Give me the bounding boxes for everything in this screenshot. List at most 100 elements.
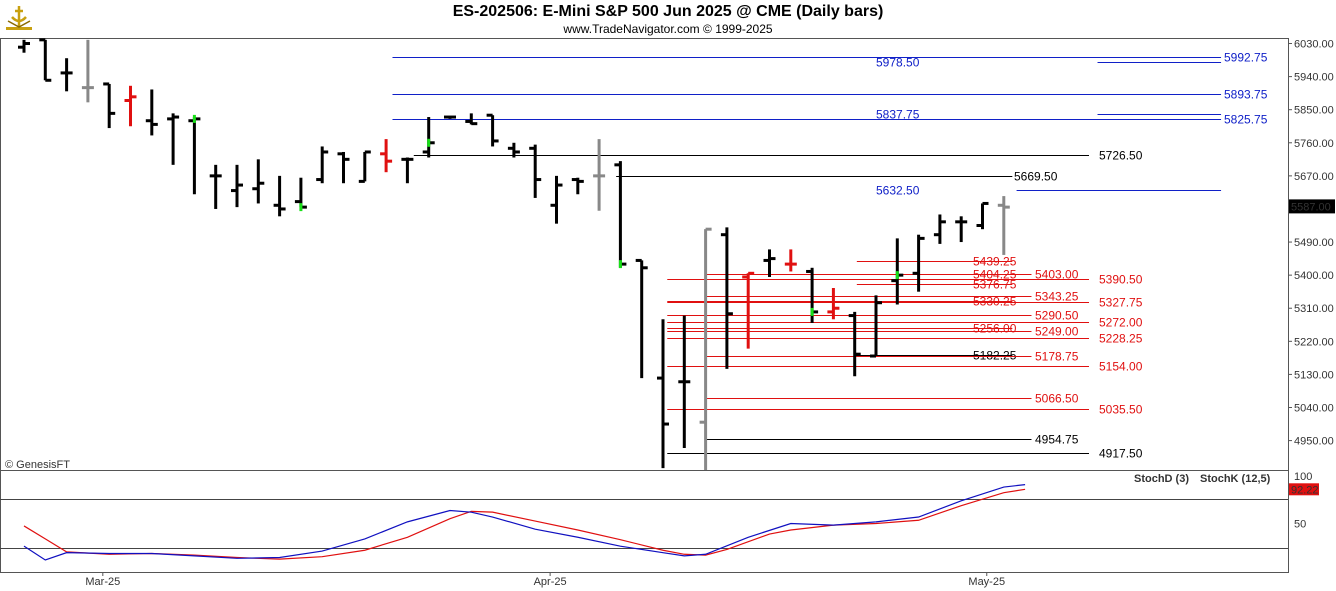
level-label: 5978.50 xyxy=(876,56,920,70)
level-label: 5390.50 xyxy=(1099,273,1143,287)
chart-frame xyxy=(0,38,1289,573)
ohlc-bar xyxy=(81,39,94,103)
y-tick-label: 5850.00 xyxy=(1294,105,1334,117)
level-label: 5669.50 xyxy=(1014,170,1058,184)
level-label: 5228.25 xyxy=(1099,332,1143,346)
ohlc-bar xyxy=(614,161,627,269)
ohlc-bar xyxy=(507,142,520,158)
level-label: 5178.75 xyxy=(1035,350,1079,364)
ohlc-bar xyxy=(422,117,435,158)
ohlc-bar xyxy=(763,249,776,277)
stochastic-panel: 50 100 StochD (3) StochK (12,5) 92.22 xyxy=(0,471,1319,561)
level-label: 5825.75 xyxy=(1224,113,1268,127)
y-tick-label: 5040.00 xyxy=(1294,402,1334,414)
chart-subtitle: www.TradeNavigator.com © 1999-2025 xyxy=(563,22,773,36)
ohlc-bar xyxy=(806,267,819,323)
ohlc-bar xyxy=(273,175,286,217)
legend-stochk: StochK (12,5) xyxy=(1200,473,1271,485)
level-label: 5154.00 xyxy=(1099,360,1143,374)
ohlc-bar xyxy=(465,113,478,126)
ohlc-bar xyxy=(529,144,542,198)
level-label: 4917.50 xyxy=(1099,447,1143,461)
y-tick-label: 5670.00 xyxy=(1294,171,1334,183)
level-label: 5290.50 xyxy=(1035,309,1079,323)
x-tick-label: May-25 xyxy=(968,576,1005,588)
y-tick-label: 5310.00 xyxy=(1294,303,1334,315)
ohlc-bar xyxy=(380,139,393,173)
chart-header: ES-202506: E-Mini S&P 500 Jun 2025 @ CME… xyxy=(0,0,1336,38)
ohlc-bar xyxy=(167,113,180,165)
stoch-top-label: 100 xyxy=(1294,471,1312,483)
y-tick-label: 5490.00 xyxy=(1294,237,1334,249)
axis-ticks: 6030.005940.005850.005760.005670.005580.… xyxy=(85,39,1333,588)
ohlc-bar xyxy=(699,227,712,470)
ohlc-bar xyxy=(571,177,584,195)
ohlc-bar xyxy=(593,139,606,211)
ohlc-bar xyxy=(997,196,1010,255)
last-price-label: 5587.00 xyxy=(1291,201,1331,213)
watermark-text: © GenesisFT xyxy=(5,459,70,471)
level-label: 5327.75 xyxy=(1099,296,1143,310)
level-label: 5403.00 xyxy=(1035,268,1079,282)
y-tick-label: 5220.00 xyxy=(1294,336,1334,348)
stoch-last-label: 92.22 xyxy=(1291,484,1319,496)
chart-title: ES-202506: E-Mini S&P 500 Jun 2025 @ CME… xyxy=(452,3,884,20)
level-label: 5893.75 xyxy=(1224,88,1268,102)
stoch-y-tick-label: 50 xyxy=(1294,519,1306,531)
ohlc-bar xyxy=(784,249,797,272)
ohlc-bar xyxy=(188,114,201,195)
level-label: 5404.25 xyxy=(973,268,1017,282)
ohlc-bar xyxy=(39,38,52,82)
level-label: 5066.50 xyxy=(1035,392,1079,406)
y-tick-label: 6030.00 xyxy=(1294,39,1334,51)
y-tick-label: 5940.00 xyxy=(1294,72,1334,84)
chart-labels: 5587.00 © GenesisFT xyxy=(5,199,1335,471)
level-label: 5249.00 xyxy=(1035,325,1079,339)
ohlc-bar xyxy=(294,177,307,212)
ohlc-bar xyxy=(912,234,925,292)
ohlc-bar xyxy=(231,164,243,208)
ohlc-bar xyxy=(955,216,968,243)
y-tick-label: 5130.00 xyxy=(1294,369,1334,381)
x-tick-label: Apr-25 xyxy=(534,576,567,588)
level-label: 5182.25 xyxy=(973,349,1017,363)
last-price-box xyxy=(1289,199,1335,214)
price-levels: 5992.75 5978.50 5893.75 5837.75 5825.75 5726.… xyxy=(392,51,1268,461)
ohlc-bar xyxy=(678,315,691,448)
ohlc-bar xyxy=(145,89,158,136)
ohlc-bar xyxy=(827,288,840,320)
ohlc-bar xyxy=(18,39,30,53)
ohlc-bar xyxy=(60,58,73,92)
legend-stochd: StochD (3) xyxy=(1134,473,1189,485)
ohlc-bar xyxy=(550,175,563,224)
level-label: 5376.75 xyxy=(973,278,1017,292)
ohlc-bar xyxy=(401,157,414,184)
stoch-series-line xyxy=(23,484,1026,561)
level-label: 5632.50 xyxy=(876,184,920,198)
ohlc-bar xyxy=(124,85,137,127)
ohlc-bar xyxy=(337,151,350,184)
ohlc-bar xyxy=(252,159,265,204)
level-label: 5256.00 xyxy=(973,322,1017,336)
level-label: 5439.25 xyxy=(973,255,1017,269)
ohlc-bar xyxy=(358,150,371,183)
ohlc-bar xyxy=(635,258,648,379)
ohlc-bar xyxy=(742,271,755,349)
ohlc-bar xyxy=(316,146,329,184)
ohlc-bar xyxy=(933,214,946,244)
stoch-last-box xyxy=(1289,483,1319,496)
y-tick-label: 5760.00 xyxy=(1294,138,1334,150)
level-label: 5837.75 xyxy=(876,108,920,122)
ohlc-bar xyxy=(720,227,733,369)
level-label: 5726.50 xyxy=(1099,149,1143,163)
ohlc-bar xyxy=(976,201,989,230)
level-label: 5992.75 xyxy=(1224,51,1268,65)
ohlc-bar xyxy=(848,311,861,377)
level-label: 5330.25 xyxy=(973,295,1017,309)
ohlc-bar xyxy=(657,319,669,469)
ohlc-bar xyxy=(870,295,882,358)
level-label: 4954.75 xyxy=(1035,433,1079,447)
level-label: 5343.25 xyxy=(1035,290,1079,304)
ohlc-bars xyxy=(18,38,1010,470)
